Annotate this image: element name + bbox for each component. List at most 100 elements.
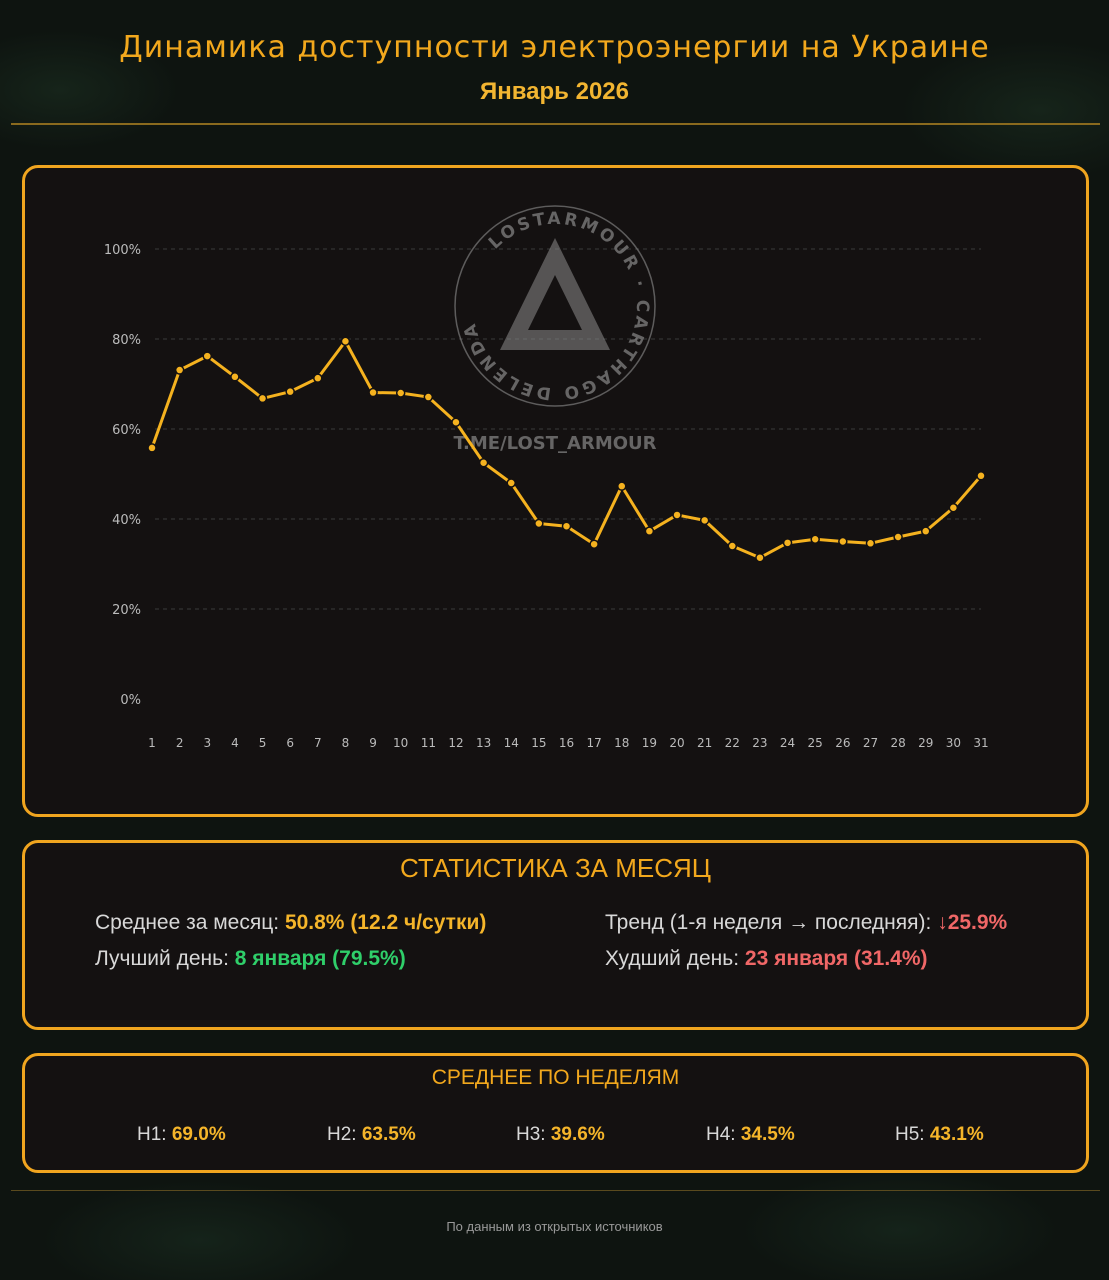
data-point [423,392,434,402]
x-tick-label: 13 [476,736,491,750]
x-tick-label: 14 [504,736,519,750]
x-tick-label: 19 [642,736,657,750]
x-tick-label: 15 [531,736,546,750]
data-point [893,532,903,542]
x-tick-labels: 1 2 3 4 5 6 7 8 9 10 11 12 13 14 15 16 17 18 19 20 21 22 23 24 2… [148,736,988,750]
stat-trend-value: ↓25.9% [937,911,1008,934]
week-value: 69.0% [171,1124,226,1145]
x-tick-label: 31 [973,736,988,750]
x-tick-label: 22 [725,736,740,750]
week-value: 39.6% [550,1124,605,1145]
stat-worst: Худший день: 23 января (31.4%) [605,947,928,971]
data-point [534,518,544,529]
data-point [644,526,655,536]
y-tick-label: 40% [112,513,141,528]
x-tick-label: 20 [669,736,684,750]
x-tick-label: 25 [808,736,823,750]
weeks-title: СРЕДНЕЕ ПО НЕДЕЛЯМ [431,1066,680,1089]
page-subtitle: Январь 2026 [479,78,629,105]
week-value: 63.5% [361,1124,416,1145]
x-tick-label: 5 [259,736,267,750]
data-point [230,372,240,382]
data-point [313,373,323,383]
page-title: Динамика доступности электроэнергии на У… [119,30,990,65]
stat-average-label: Среднее за месяц: [95,911,285,934]
series [147,336,986,563]
x-tick-label: 16 [559,736,574,750]
footer-source: По данным из открытых источников [446,1219,663,1234]
stat-trend: Тренд (1-я неделя → последняя): ↓25.9% [605,911,1007,935]
data-point [976,471,986,481]
week-item: Н4: 34.5% [706,1124,795,1146]
watermark-url: T.ME/LOST_ARMOUR [453,433,656,454]
week-value: 43.1% [929,1124,984,1145]
stat-average-value: 50.8% (12.2 ч/сутки) [284,911,487,934]
data-point [561,521,572,531]
x-tick-label: 2 [176,736,184,750]
x-tick-label: 26 [835,736,850,750]
stat-best-label: Лучший день: [95,947,235,970]
data-point [727,541,738,551]
data-point [755,552,765,563]
y-tick-label: 20% [112,603,141,618]
week-item: Н2: 63.5% [327,1124,416,1146]
data-point [948,503,959,513]
x-tick-label: 30 [946,736,961,750]
stats-title: СТАТИСТИКА ЗА МЕСЯЦ [399,853,712,883]
chart-panel [22,165,1089,817]
stat-average: Среднее за месяц: 50.8% (12.2 ч/сутки) [95,911,486,935]
x-tick-label: 21 [697,736,712,750]
data-point [617,481,627,491]
week-item: Н5: 43.1% [895,1124,984,1146]
data-point [506,478,516,488]
data-point [865,538,876,549]
x-tick-label: 1 [148,736,156,750]
data-point [451,417,461,427]
header-divider [11,123,1100,125]
week-label: Н2: [327,1124,362,1145]
stat-worst-value: 23 января (31.4%) [744,947,928,970]
week-value: 34.5% [740,1124,795,1145]
x-tick-label: 11 [421,736,436,750]
y-tick-label: 80% [112,333,141,348]
x-tick-label: 10 [393,736,408,750]
data-point [395,388,406,398]
data-point [340,336,351,346]
x-tick-label: 23 [752,736,767,750]
week-label: Н3: [516,1124,551,1145]
week-item: Н1: 69.0% [137,1124,226,1146]
x-tick-label: 27 [863,736,878,750]
data-point [257,393,268,404]
data-point [782,538,793,548]
data-point [699,515,710,526]
x-tick-label: 4 [231,736,239,750]
x-tick-label: 8 [342,736,350,750]
x-tick-label: 12 [448,736,463,750]
data-point [202,351,213,361]
x-tick-label: 17 [586,736,601,750]
x-tick-label: 18 [614,736,629,750]
stat-best-value: 8 января (79.5%) [234,947,406,970]
x-tick-label: 24 [780,736,795,750]
data-point [672,510,682,520]
x-tick-label: 28 [890,736,905,750]
y-tick-label: 60% [112,423,141,438]
line-chart: 0% 20% 40% 60% 80% 100% LOSTARMOUR · CARTHAGO… [0,0,989,750]
data-point [147,443,157,453]
x-tick-label: 7 [314,736,322,750]
x-tick-label: 6 [286,736,294,750]
data-point [174,365,185,375]
week-label: Н1: [137,1124,172,1145]
x-tick-label: 29 [918,736,933,750]
x-tick-label: 3 [203,736,211,750]
data-point [478,458,489,468]
y-tick-label: 100% [104,243,141,258]
data-point [285,386,295,397]
watermark-logo: LOSTARMOUR · CARTHAGO DELENDA EST · T.ME… [0,0,657,454]
stat-worst-label: Худший день: [605,947,745,970]
stats-panel: СТАТИСТИКА ЗА МЕСЯЦ Среднее за месяц: 50… [22,840,1089,1030]
y-tick-label: 0% [120,693,141,708]
week-label: Н4: [706,1124,741,1145]
data-point [920,526,931,536]
x-tick-label: 9 [369,736,377,750]
